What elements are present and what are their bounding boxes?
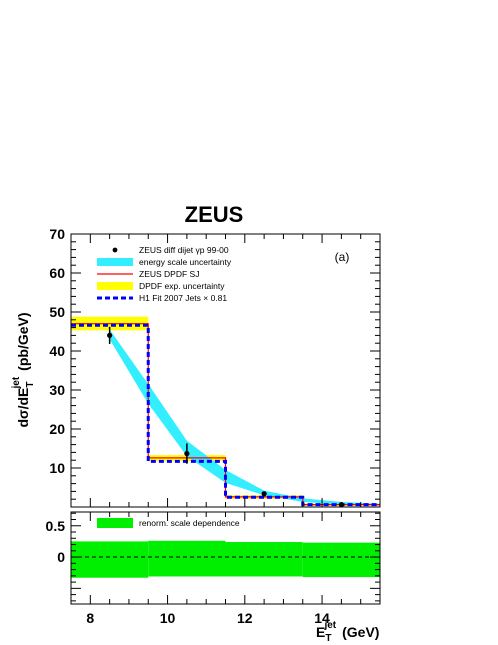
ratio-panel: 0 0.5 8 10 12 14 renorm. scale dependence xyxy=(46,511,381,626)
chart-title: ZEUS xyxy=(185,202,244,227)
legend: ZEUS diff dijet γp 99-00 energy scale unc… xyxy=(97,245,232,303)
y-label-unit: (pb/GeV) xyxy=(15,312,31,370)
legend-entry-label: ZEUS diff dijet γp 99-00 xyxy=(139,245,229,255)
ratio-legend-label: renorm. scale dependence xyxy=(139,518,240,528)
x-tick-label: 12 xyxy=(237,610,253,626)
x-label-main: E xyxy=(316,624,325,640)
legend-entry-label: DPDF exp. uncertainty xyxy=(139,281,225,291)
ratio-y-tick-label: 0.5 xyxy=(46,518,66,534)
y-tick-label: 30 xyxy=(49,382,65,398)
ratio-y-tick-label: 0 xyxy=(57,549,65,565)
x-label-sup: jet xyxy=(323,620,336,631)
x-tick-label: 8 xyxy=(86,610,94,626)
y-tick-label: 10 xyxy=(49,460,65,476)
panel-label: (a) xyxy=(335,250,350,264)
x-label-unit: (GeV) xyxy=(342,624,379,640)
x-tick-label: 14 xyxy=(314,610,330,626)
svg-text:dσ/dETjet(pb/GeV): dσ/dETjet (pb/GeV) xyxy=(11,312,36,427)
y-tick-label: 50 xyxy=(49,304,65,320)
y-tick-label: 60 xyxy=(49,265,65,281)
renorm-scale-bin xyxy=(148,540,226,577)
x-tick-label: 10 xyxy=(160,610,176,626)
x-axis-label: ETjet (GeV) xyxy=(316,620,379,644)
legend-swatch xyxy=(97,258,133,266)
main-panel: 10 20 30 40 50 60 70 ZEUS diff dijet γp 99-00 e… xyxy=(49,226,381,508)
renorm-scale-bin xyxy=(302,542,380,578)
y-label-main: dσ/dE xyxy=(15,388,31,428)
svg-text:ETjet(GeV): ETjet (GeV) xyxy=(316,620,379,644)
renorm-scale-bin xyxy=(71,541,149,578)
legend-entry-label: H1 Fit 2007 Jets × 0.81 xyxy=(139,293,227,303)
data-point xyxy=(261,491,267,497)
y-label-sup: jet xyxy=(11,376,22,389)
ratio-legend-swatch xyxy=(97,518,133,528)
legend-marker-data xyxy=(112,247,118,253)
renorm-scale-bin xyxy=(225,542,303,577)
ratio-band-layer xyxy=(71,540,380,578)
y-axis-label: dσ/dETjet (pb/GeV) xyxy=(11,312,36,427)
h1-fit-histogram xyxy=(71,323,380,507)
energy-scale-band xyxy=(109,329,380,506)
legend-swatch xyxy=(97,282,133,290)
legend-entry-label: energy scale uncertainty xyxy=(139,257,232,267)
data-point xyxy=(107,332,113,338)
y-label-sub: T xyxy=(25,381,36,387)
ratio-axis-ticks: 0 0.5 8 10 12 14 xyxy=(46,512,381,626)
main-axis-ticks: 10 20 30 40 50 60 70 xyxy=(49,226,381,507)
data-point xyxy=(184,450,190,457)
ratio-legend: renorm. scale dependence xyxy=(97,518,240,528)
x-label-sub: T xyxy=(325,633,331,644)
y-tick-label: 20 xyxy=(49,421,65,437)
legend-entry-label: ZEUS DPDF SJ xyxy=(139,269,199,279)
y-tick-label: 70 xyxy=(49,226,65,242)
y-tick-label: 40 xyxy=(49,343,65,359)
